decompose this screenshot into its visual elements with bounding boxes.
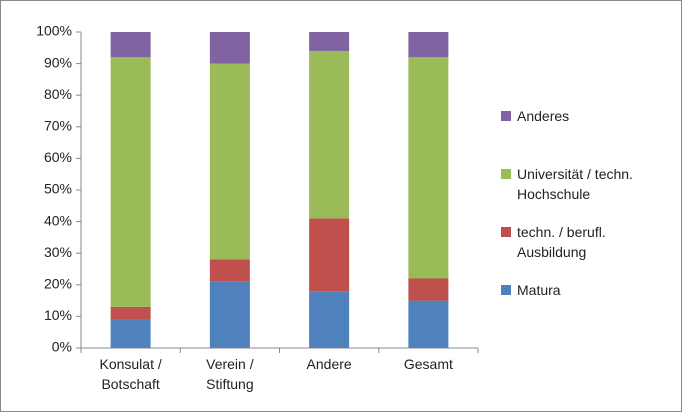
y-tick-label: 90% <box>44 54 72 70</box>
legend-label: techn. / berufl. Ausbildung <box>517 224 606 260</box>
y-tick-label: 50% <box>44 181 72 197</box>
bar-segment <box>110 306 151 320</box>
bar-segment <box>209 259 250 282</box>
y-tick-label: 100% <box>36 23 72 39</box>
bar-segment <box>309 291 350 348</box>
y-tick-label: 60% <box>44 149 72 165</box>
bar-segment <box>408 32 449 58</box>
x-tick-label: Konsulat / Botschaft <box>99 356 162 392</box>
y-tick-label: 20% <box>44 276 72 292</box>
x-tick-label: Verein / Stiftung <box>206 356 254 392</box>
bar-segment <box>110 32 151 58</box>
bar-segment <box>309 32 350 51</box>
bar-segment <box>408 278 449 301</box>
y-tick-label: 30% <box>44 244 72 260</box>
legend-swatch <box>501 111 511 121</box>
legend-label: Matura <box>517 282 561 298</box>
y-tick-label: 80% <box>44 86 72 102</box>
x-tick-label: Andere <box>306 356 352 372</box>
y-tick-label: 40% <box>44 212 72 228</box>
y-tick-label: 70% <box>44 118 72 134</box>
y-tick-label: 0% <box>52 339 72 355</box>
bar-segment <box>309 50 350 219</box>
legend-label: Anderes <box>517 108 570 124</box>
bar-segment <box>209 32 250 64</box>
legend-swatch <box>501 169 511 179</box>
y-tick-label: 10% <box>44 307 72 323</box>
bar-segment <box>309 218 350 292</box>
legend-label: Universität / techn. Hochschule <box>517 166 633 202</box>
bar-segment <box>209 63 250 260</box>
bar-segment <box>408 57 449 279</box>
legend-swatch <box>501 285 511 295</box>
legend-swatch <box>501 227 511 237</box>
x-tick-label: Gesamt <box>403 356 453 372</box>
bar-segment <box>110 319 151 348</box>
bar-segment <box>110 57 151 307</box>
bar-segment <box>209 281 250 348</box>
bar-segment <box>408 300 449 348</box>
